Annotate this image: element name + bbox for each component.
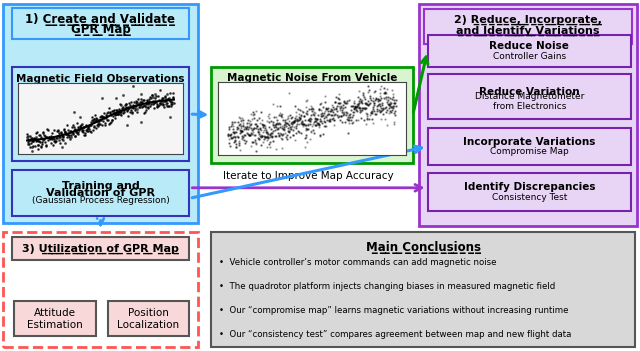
Text: Identify Discrepancies: Identify Discrepancies: [463, 183, 595, 192]
FancyBboxPatch shape: [419, 4, 637, 226]
Text: Reduce Noise: Reduce Noise: [490, 41, 569, 51]
FancyBboxPatch shape: [428, 173, 631, 211]
FancyBboxPatch shape: [424, 9, 632, 44]
FancyBboxPatch shape: [428, 35, 631, 67]
Text: Distance Magnetometer
from Electronics: Distance Magnetometer from Electronics: [475, 92, 584, 112]
FancyBboxPatch shape: [108, 301, 189, 336]
FancyBboxPatch shape: [12, 237, 189, 260]
Text: (Gaussian Process Regression): (Gaussian Process Regression): [31, 196, 170, 205]
FancyBboxPatch shape: [12, 8, 189, 39]
FancyBboxPatch shape: [211, 232, 635, 347]
Text: Consistency Test: Consistency Test: [492, 193, 567, 202]
Text: a̲n̲d̲ ̲I̲d̲e̲n̲t̲i̲f̲y̲ ̲V̲a̲r̲i̲a̲t̲i̲o̲n̲s̲: a̲n̲d̲ ̲I̲d̲e̲n̲t̲i̲f̲y̲ ̲V̲a̲r̲i̲a̲t̲i̲…: [456, 26, 600, 37]
Text: Iterate to Improve Map Accuracy: Iterate to Improve Map Accuracy: [223, 171, 394, 181]
Text: Incorporate Variations: Incorporate Variations: [463, 137, 595, 147]
Text: Magnetic Field Observations: Magnetic Field Observations: [16, 74, 185, 84]
FancyBboxPatch shape: [428, 74, 631, 119]
Text: Training and: Training and: [61, 181, 140, 191]
FancyBboxPatch shape: [12, 67, 189, 161]
Text: M̲a̲i̲n̲ ̲C̲o̲n̲c̲l̲u̲s̲i̲o̲n̲s̲: M̲a̲i̲n̲ ̲C̲o̲n̲c̲l̲u̲s̲i̲o̲n̲s̲: [365, 241, 481, 254]
FancyBboxPatch shape: [211, 67, 413, 163]
FancyBboxPatch shape: [3, 4, 198, 223]
Text: •  The quadrotor platform injects changing biases in measured magnetic field: • The quadrotor platform injects changin…: [219, 282, 555, 291]
Text: Position
Localization: Position Localization: [117, 308, 180, 330]
FancyBboxPatch shape: [12, 170, 189, 216]
Text: 1) C̲r̲e̲a̲t̲e̲ ̲a̲n̲d̲ ̲V̲a̲l̲i̲d̲a̲t̲e̲: 1) C̲r̲e̲a̲t̲e̲ ̲a̲n̲d̲ ̲V̲a̲l̲i̲d̲a̲t̲e…: [26, 13, 175, 26]
Text: •  Our “compromise map” learns magnetic variations without increasing runtime: • Our “compromise map” learns magnetic v…: [219, 306, 568, 315]
Text: 3) U̲t̲i̲l̲i̲z̲a̲t̲i̲o̲n̲ ̲o̲f̲ ̲G̲P̲R̲ ̲M̲a̲p̲: 3) U̲t̲i̲l̲i̲z̲a̲t̲i̲o̲n̲ ̲o̲f̲ ̲G̲P̲R̲ …: [22, 243, 179, 254]
FancyBboxPatch shape: [3, 232, 198, 347]
Text: Attitude
Estimation: Attitude Estimation: [27, 308, 83, 330]
Text: Magnetic Noise From Vehicle: Magnetic Noise From Vehicle: [227, 73, 397, 83]
Text: •  Our “consistency test” compares agreement between map and new flight data: • Our “consistency test” compares agreem…: [219, 330, 572, 339]
Text: G̲P̲R̲ ̲M̲a̲p̲: G̲P̲R̲ ̲M̲a̲p̲: [70, 23, 131, 36]
Text: Reduce Variation: Reduce Variation: [479, 87, 580, 97]
Text: Compromise Map: Compromise Map: [490, 147, 569, 156]
Text: Validation of GPR: Validation of GPR: [46, 188, 155, 198]
Text: •  Vehicle controller’s motor commands can add magnetic noise: • Vehicle controller’s motor commands ca…: [219, 258, 497, 267]
Text: 2) R̲e̲d̲u̲c̲e̲,̲ ̲I̲n̲c̲o̲r̲p̲o̲r̲a̲t̲e̲,̲: 2) R̲e̲d̲u̲c̲e̲,̲ ̲I̲n̲c̲o̲r̲p̲o̲r̲a̲t̲e…: [454, 15, 602, 25]
FancyBboxPatch shape: [14, 301, 96, 336]
Text: Controller Gains: Controller Gains: [493, 52, 566, 61]
FancyBboxPatch shape: [428, 128, 631, 165]
